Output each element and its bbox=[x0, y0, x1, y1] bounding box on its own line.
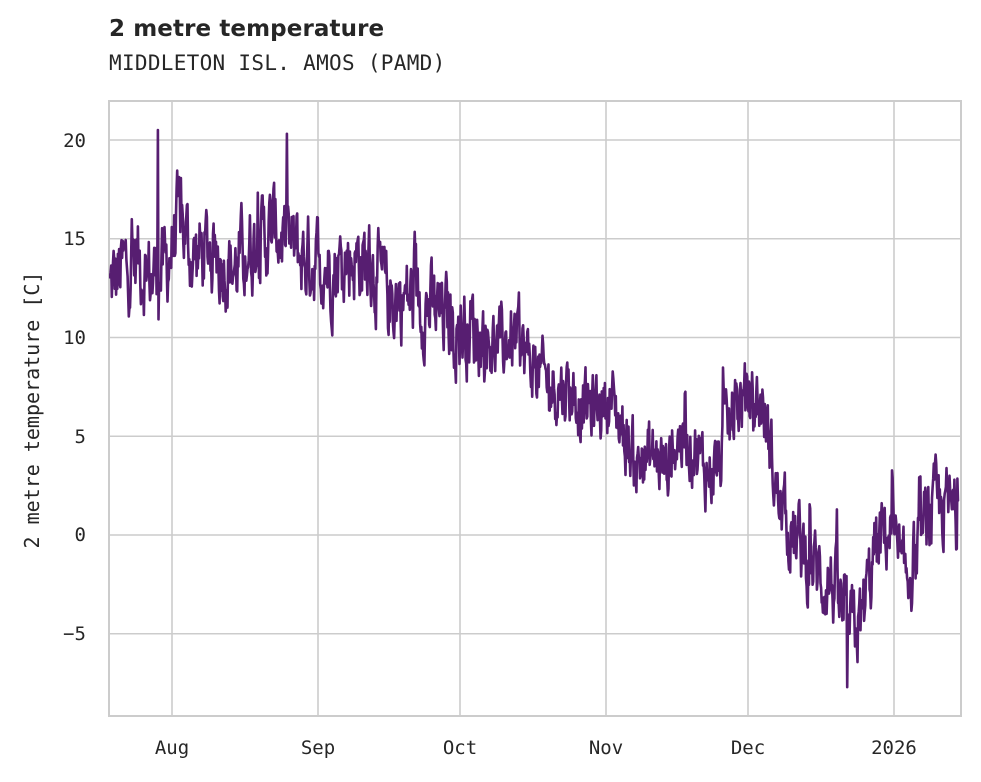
y-tick-minus-5: −5 bbox=[63, 623, 86, 645]
x-tick-sep: Sep bbox=[300, 737, 336, 759]
plot-frame bbox=[108, 100, 962, 717]
y-tick-0: 0 bbox=[74, 524, 86, 546]
x-tick-aug: Aug bbox=[154, 737, 190, 759]
x-tick-dec: Dec bbox=[730, 737, 766, 759]
y-tick-20: 20 bbox=[63, 130, 86, 152]
x-tick-oct: Oct bbox=[442, 737, 478, 759]
y-tick-10: 10 bbox=[63, 327, 86, 349]
chart-subtitle: MIDDLETON ISL. AMOS (PAMD) bbox=[109, 51, 446, 75]
chart-title: 2 metre temperature bbox=[109, 16, 385, 42]
y-tick-5: 5 bbox=[74, 426, 86, 448]
x-tick-2026: 2026 bbox=[871, 737, 917, 759]
y-tick-15: 15 bbox=[63, 228, 86, 250]
temperature-series-line bbox=[109, 128, 960, 689]
x-tick-nov: Nov bbox=[588, 737, 624, 759]
